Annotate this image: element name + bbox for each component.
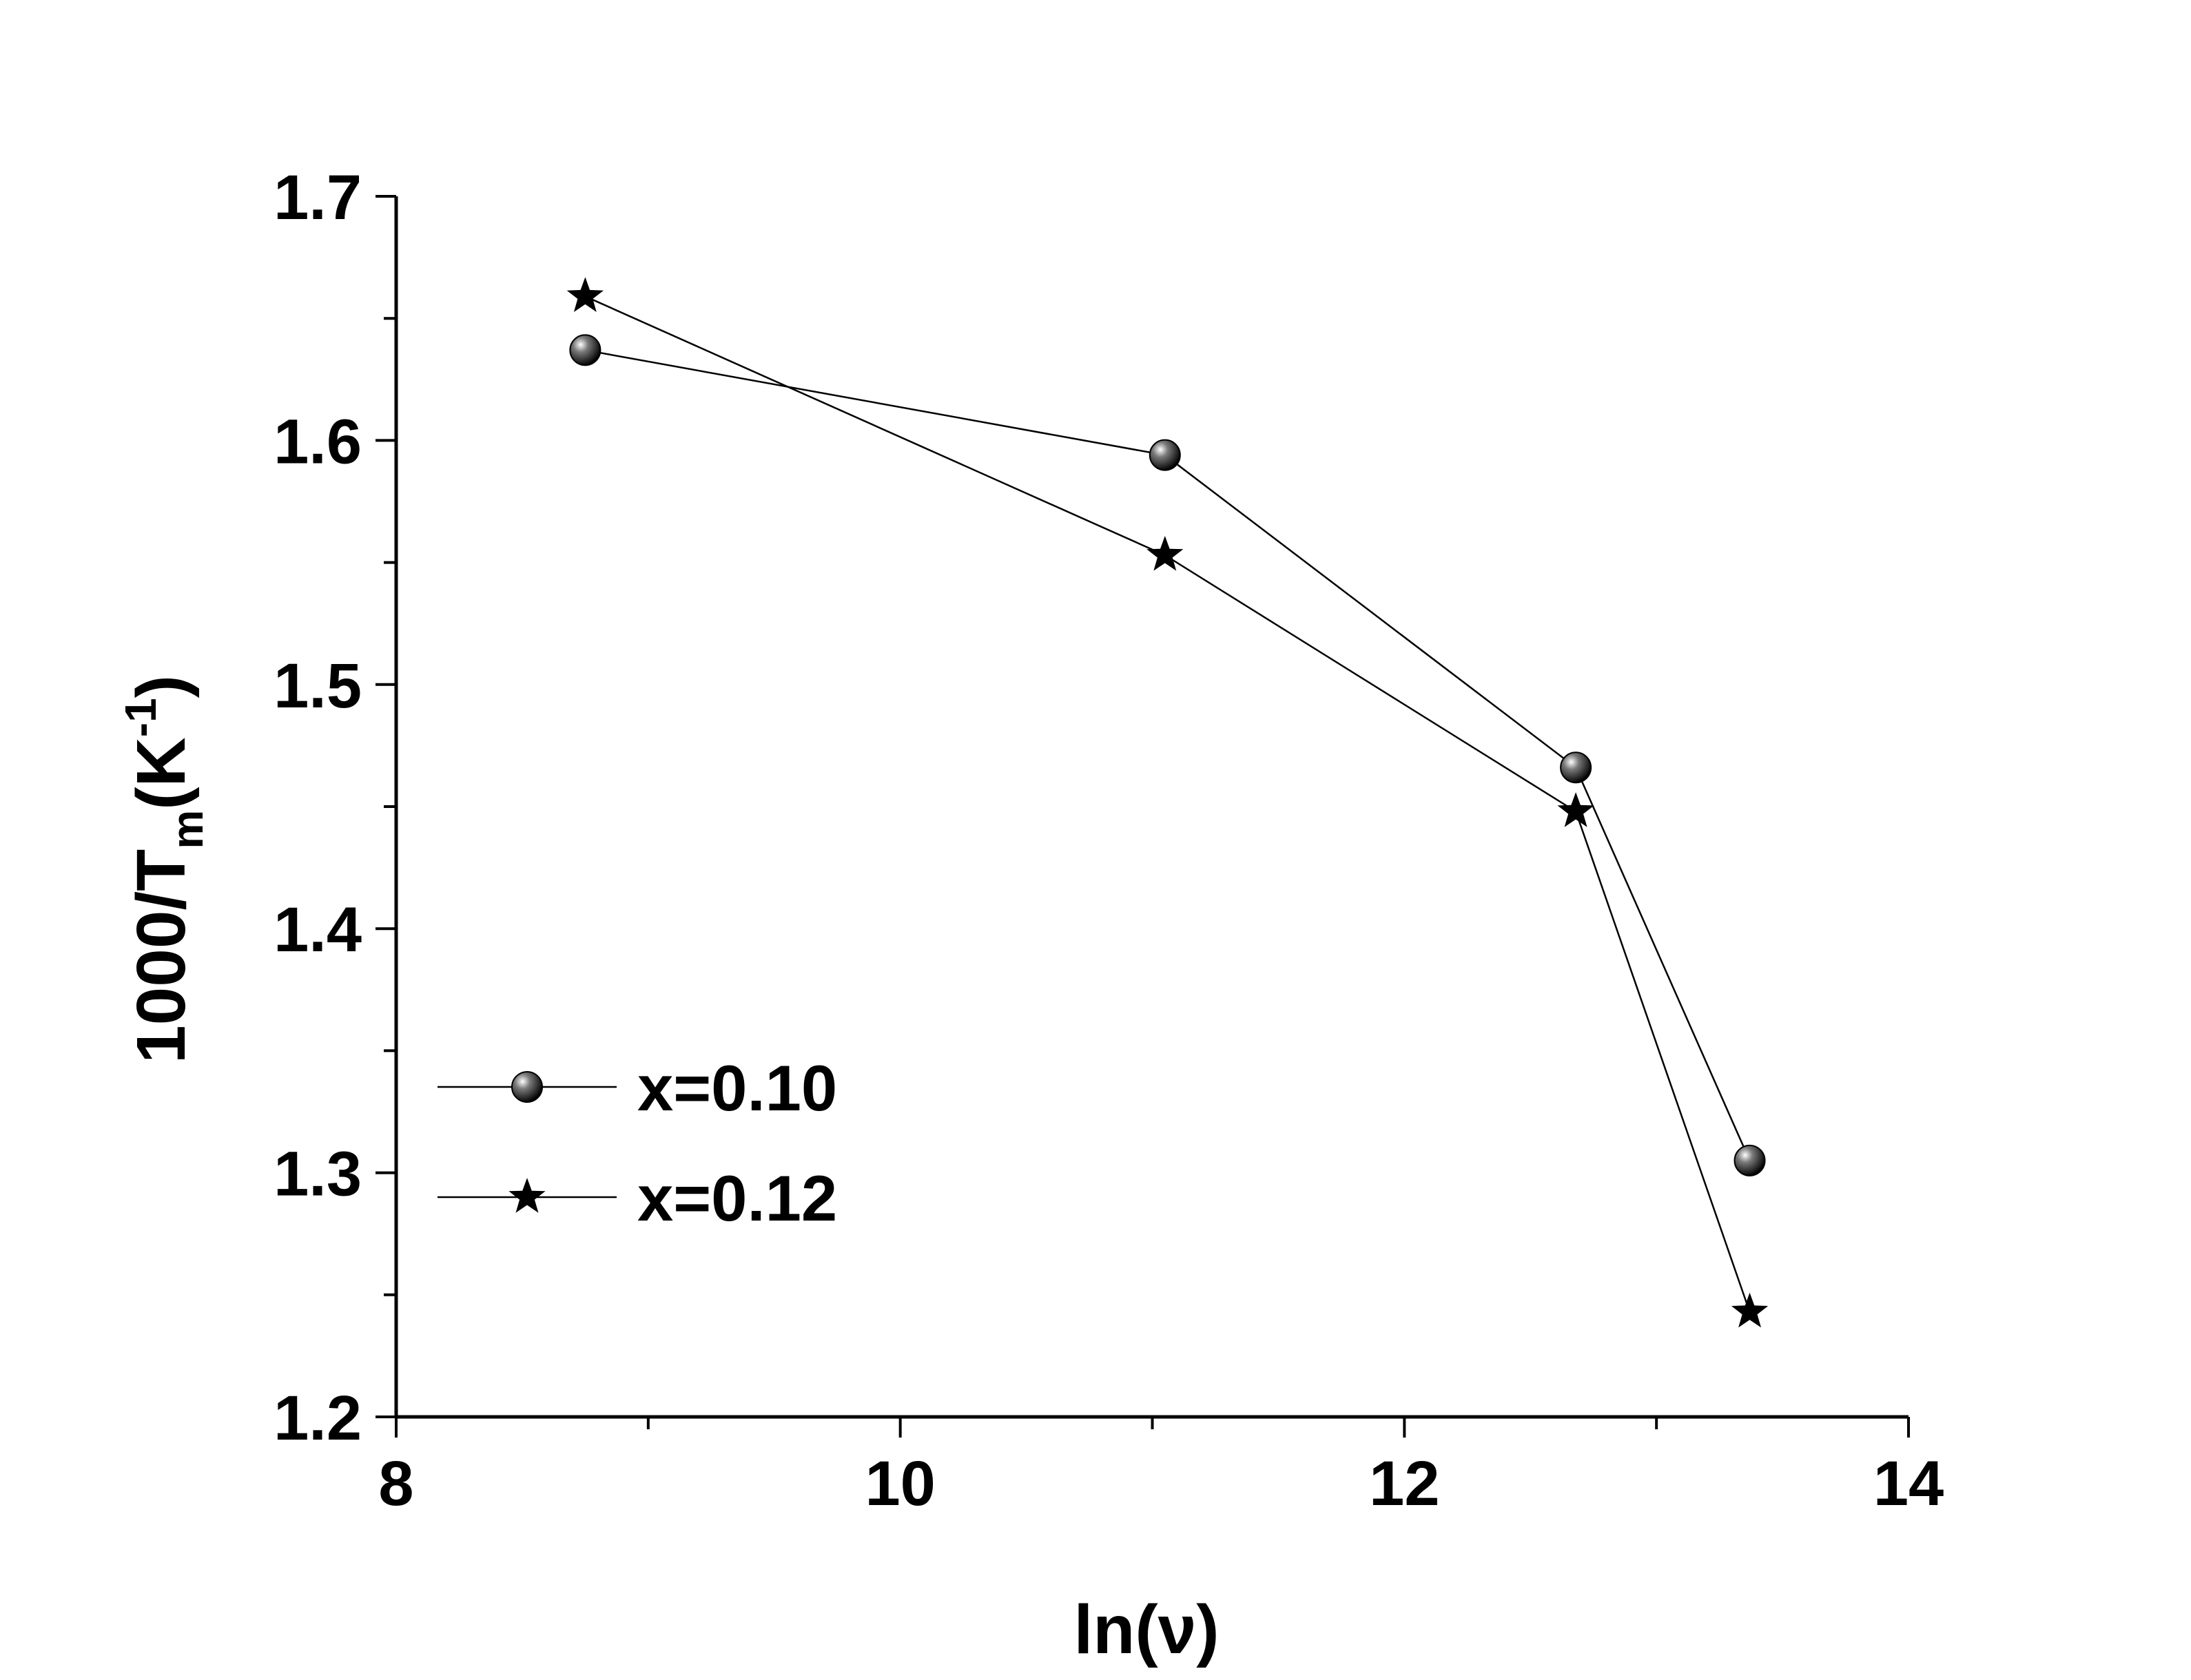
legend-label: x=0.10: [637, 1052, 837, 1124]
legend-marker: [511, 1071, 543, 1103]
y-axis-title: 1000/Tm(K-1): [116, 675, 212, 1064]
x-tick-labels: 8 10 12 14: [378, 1449, 1944, 1519]
y-axis-title-sub: m: [163, 810, 212, 849]
data-point: [1560, 751, 1592, 784]
x-tick-label: 8: [378, 1449, 413, 1519]
y-tick-label: 1.5: [274, 651, 362, 721]
y-axis-title-main: 1000/T: [123, 849, 200, 1064]
x-tick-label: 10: [865, 1449, 935, 1519]
y-axis-title-close: ): [123, 675, 200, 698]
y-tick-label: 1.7: [274, 163, 362, 233]
y-tick-label: 1.3: [274, 1139, 362, 1210]
series-line: [585, 349, 1751, 1161]
y-axis-title-unit: (K: [123, 737, 200, 810]
legend-marker: [508, 1178, 546, 1213]
y-tick-label: 1.6: [274, 406, 362, 477]
data-point: [1149, 439, 1181, 471]
y-tick-labels: 1.2 1.3 1.4 1.5 1.6 1.7: [274, 163, 362, 1453]
legend-item-1: x=0.10: [438, 1052, 837, 1124]
legend-item-2: x=0.12: [438, 1162, 837, 1234]
x-tick-label: 14: [1873, 1449, 1944, 1519]
axes: [394, 196, 1909, 1419]
data-point: [566, 277, 604, 312]
series-line: [584, 295, 1751, 1313]
x-tick-label: 12: [1369, 1449, 1439, 1519]
y-tick-label: 1.2: [274, 1383, 362, 1453]
legend-label: x=0.12: [637, 1162, 837, 1234]
data-point: [1734, 1144, 1766, 1176]
data-point: [1731, 1292, 1769, 1328]
series-1: [569, 334, 1766, 1176]
y-axis-title-sup: -1: [116, 698, 165, 737]
data-point: [1557, 792, 1594, 827]
series-group: [566, 277, 1769, 1328]
legend: x=0.10 x=0.12: [438, 1052, 837, 1234]
y-axis-title-group: 1000/Tm(K-1): [116, 675, 212, 1064]
data-point: [1146, 536, 1184, 571]
tick-marks: [376, 195, 1910, 1438]
y-tick-label: 1.4: [274, 895, 362, 965]
x-axis-title: ln(ν): [1073, 1591, 1219, 1668]
series-2: [566, 277, 1769, 1328]
data-point: [569, 334, 601, 366]
